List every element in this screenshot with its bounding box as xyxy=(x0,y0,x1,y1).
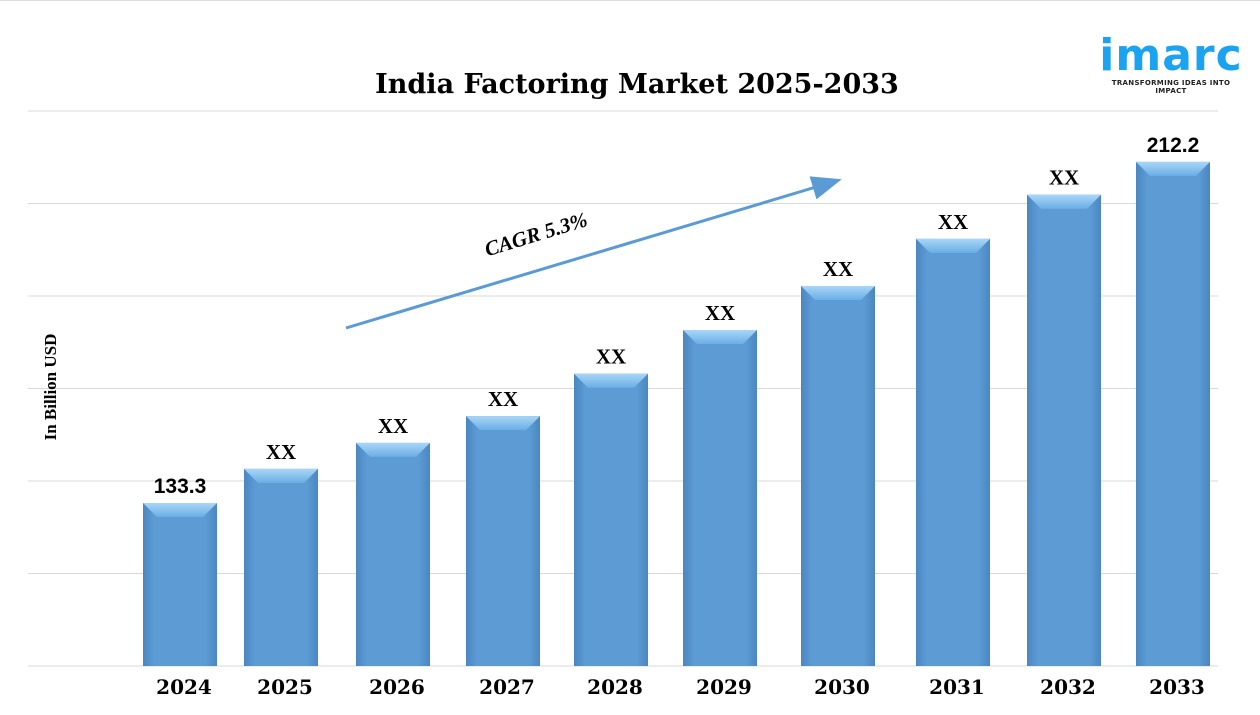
data-label: 212.2 xyxy=(1147,134,1200,157)
x-tick-label: 2031 xyxy=(929,675,985,699)
cagr-arrow xyxy=(345,176,842,330)
data-label: XX xyxy=(705,301,735,325)
bar-bevel xyxy=(574,373,648,388)
bar xyxy=(916,238,990,667)
bar xyxy=(143,503,217,666)
logo-tagline: TRANSFORMING IDEAS INTO IMPACT xyxy=(1111,79,1231,95)
data-label: XX xyxy=(378,414,408,438)
bar xyxy=(244,468,318,666)
logo-word: imarc xyxy=(1099,30,1243,81)
x-tick-label: 2026 xyxy=(369,675,425,699)
bar xyxy=(356,442,430,666)
x-tick-label: 2032 xyxy=(1040,675,1096,699)
bar-bevel xyxy=(1136,161,1210,176)
x-tick-label: 2033 xyxy=(1149,675,1205,699)
bar-bevel xyxy=(801,285,875,300)
bar-bevel xyxy=(683,330,757,345)
x-tick-label: 2025 xyxy=(257,675,313,699)
x-tick-label: 2029 xyxy=(696,675,752,699)
data-label: XX xyxy=(823,257,853,281)
bar xyxy=(466,416,540,666)
bar-bevel xyxy=(356,442,430,457)
bar-bevel xyxy=(466,416,540,431)
y-axis-label: In Billion USD xyxy=(41,334,60,441)
bar xyxy=(1136,161,1210,666)
chart-title: India Factoring Market 2025-2033 xyxy=(375,69,899,100)
data-label: XX xyxy=(938,210,968,234)
data-label: 133.3 xyxy=(154,475,207,498)
data-label: XX xyxy=(1049,166,1079,190)
bar xyxy=(574,373,648,666)
data-label: XX xyxy=(266,440,296,464)
data-label: XX xyxy=(596,345,626,369)
bar xyxy=(801,285,875,666)
x-tick-label: 2028 xyxy=(587,675,643,699)
bar-bevel xyxy=(244,468,318,483)
bar-bevel xyxy=(1027,194,1101,209)
bar-bevel xyxy=(916,238,990,253)
bar xyxy=(683,330,757,666)
x-tick-label: 2024 xyxy=(156,675,212,699)
x-tick-label: 2030 xyxy=(814,675,870,699)
cagr-annotation: CAGR 5.3% xyxy=(482,207,591,261)
data-label: XX xyxy=(488,387,518,411)
x-tick-label: 2027 xyxy=(479,675,535,699)
bar-bevel xyxy=(143,503,217,517)
imarc-logo: imarc TRANSFORMING IDEAS INTO IMPACT xyxy=(1096,30,1246,96)
bar xyxy=(1027,194,1101,666)
